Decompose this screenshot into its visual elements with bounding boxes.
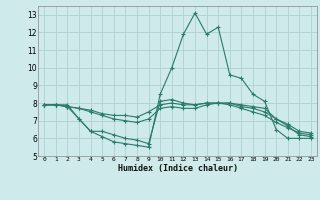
X-axis label: Humidex (Indice chaleur): Humidex (Indice chaleur) — [118, 164, 238, 173]
